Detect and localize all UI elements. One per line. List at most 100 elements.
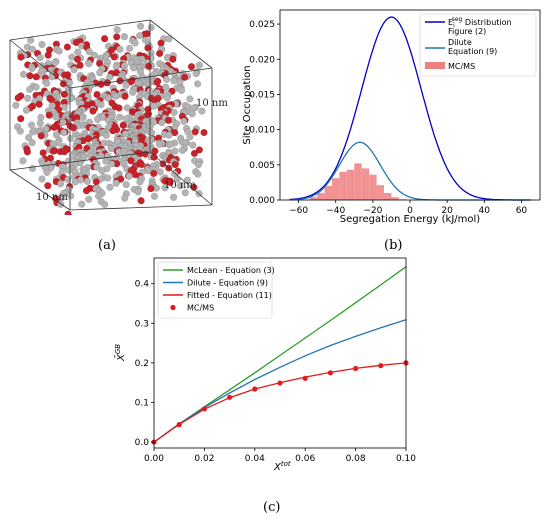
atom — [60, 103, 69, 111]
atom — [98, 167, 106, 175]
atom — [122, 181, 130, 189]
atom — [150, 192, 159, 200]
legend-swatch — [425, 62, 445, 69]
atom — [156, 49, 164, 58]
atom — [153, 78, 161, 86]
mcms-point — [201, 406, 207, 412]
atom — [85, 60, 93, 68]
atomistic-cell-panel: 10 nm 10 nm 10 nm — [0, 0, 240, 218]
atom — [120, 33, 129, 41]
atom — [198, 107, 206, 115]
atom — [27, 36, 35, 44]
legend-swatch — [170, 304, 176, 311]
atom — [171, 161, 179, 169]
atom — [192, 69, 200, 78]
atom — [170, 193, 178, 201]
histogram-bar — [324, 185, 332, 200]
legend-box — [157, 261, 273, 319]
atom — [64, 175, 72, 184]
atom — [17, 53, 25, 61]
atom — [134, 188, 142, 196]
atom — [28, 164, 37, 173]
y-axis-label: X̄GB — [114, 344, 127, 362]
atom — [120, 148, 128, 156]
atom — [26, 85, 34, 94]
x-tick-label: −60 — [289, 206, 308, 216]
atom — [147, 23, 155, 32]
atom — [116, 113, 124, 121]
atom — [181, 73, 189, 82]
legend-label-rest: Distribution — [462, 18, 511, 27]
atom — [115, 104, 123, 112]
y-tick-label: 0.020 — [249, 55, 275, 65]
gb-concentration-chart-panel: 0.00 0.02 0.04 0.06 0.08 0.10 0.0 0.1 0.2 0.3 0.4 X… — [110, 252, 420, 473]
y-tick-label: 0.4 — [135, 280, 150, 290]
atom — [17, 115, 25, 123]
atom — [104, 94, 113, 102]
atom — [157, 39, 165, 47]
atom — [48, 102, 56, 110]
atom — [112, 179, 120, 187]
atom — [55, 47, 63, 55]
cube-edge — [69, 67, 213, 89]
x-tick-label: −40 — [326, 206, 345, 216]
atom — [72, 38, 81, 47]
atom — [56, 180, 65, 188]
atom — [48, 73, 56, 81]
series-line — [153, 319, 407, 443]
histogram-bar — [317, 192, 325, 200]
mcms-point — [353, 365, 359, 372]
legend-label: Equation (9) — [448, 47, 497, 56]
atom — [92, 178, 100, 186]
atom — [23, 148, 32, 156]
atom — [156, 168, 164, 176]
atoms-group — [12, 22, 208, 218]
cube-edge — [9, 151, 151, 171]
histogram-bar — [391, 197, 399, 200]
atom — [188, 110, 196, 118]
atom — [63, 43, 72, 51]
y-tick-label: 0.025 — [249, 20, 275, 30]
atom — [36, 53, 44, 62]
atom — [19, 70, 28, 79]
cube-edge — [149, 151, 213, 206]
legend-label: Figure (2) — [448, 27, 486, 36]
y-axis-label-main: X̄ — [114, 353, 127, 362]
atom — [14, 94, 22, 102]
atom — [70, 66, 78, 74]
atom — [104, 174, 112, 182]
atom — [60, 129, 68, 137]
atom — [106, 183, 114, 191]
atom — [189, 141, 197, 149]
cube-edge — [9, 19, 151, 41]
x-axis-label: Xtot — [273, 460, 291, 472]
atom — [36, 119, 44, 127]
mcms-point — [378, 363, 384, 369]
atom — [110, 53, 118, 61]
caption-b: (b) — [384, 238, 403, 253]
atom — [60, 148, 69, 156]
atom — [147, 185, 155, 193]
atom — [43, 79, 51, 87]
histogram-bar — [384, 192, 392, 200]
mcms-point — [327, 370, 333, 376]
atom — [129, 88, 137, 96]
atom — [200, 128, 208, 137]
atom — [162, 75, 171, 83]
atom — [145, 62, 153, 71]
atom — [38, 40, 46, 49]
legend: McLean - Equation (3) Dilute - Equation (… — [157, 261, 275, 319]
atom — [85, 195, 93, 203]
atom — [113, 33, 121, 41]
mcms-point — [277, 380, 283, 386]
atom — [186, 95, 194, 103]
atom — [76, 61, 84, 69]
atom — [195, 61, 203, 69]
legend-label-sup: seg — [452, 16, 463, 23]
atom — [137, 197, 145, 205]
atom — [73, 55, 82, 63]
atom — [127, 157, 135, 165]
atom — [83, 177, 92, 185]
y-tick-label: 0.1 — [135, 398, 149, 408]
